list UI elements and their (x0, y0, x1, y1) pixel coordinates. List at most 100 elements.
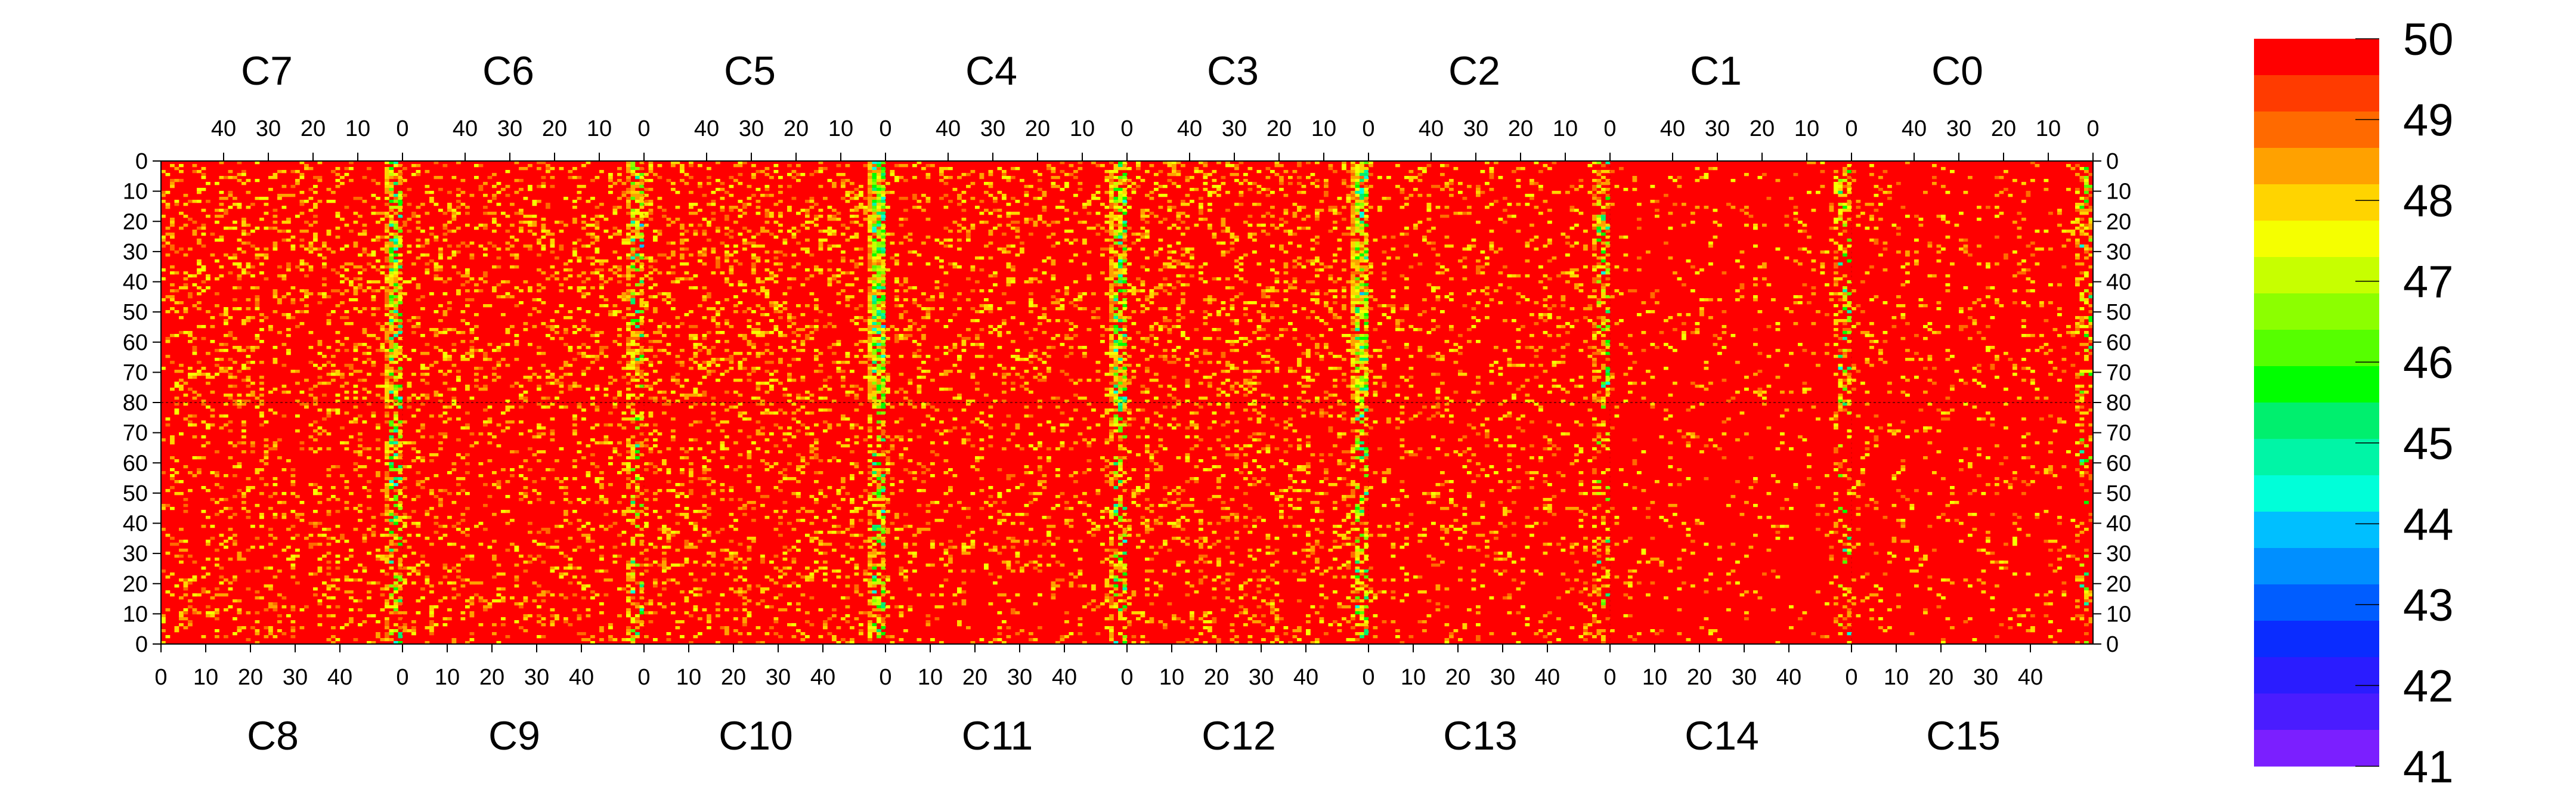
heatmap-cell (541, 286, 546, 290)
heatmap-cell (854, 322, 859, 326)
heatmap-cell (698, 343, 702, 346)
heatmap-cell (845, 295, 850, 299)
heatmap-cell (859, 185, 863, 188)
heatmap-cell (273, 358, 278, 361)
heatmap-cell (586, 474, 591, 478)
heatmap-cell (326, 513, 332, 516)
heatmap-cell (385, 441, 389, 445)
heatmap-cell (675, 280, 680, 284)
heatmap-cell (644, 256, 649, 260)
heatmap-cell (689, 447, 693, 451)
heatmap-cell (711, 191, 716, 194)
heatmap-cell (724, 259, 729, 263)
heatmap-cell (528, 188, 532, 191)
heatmap-cell (188, 295, 193, 299)
heatmap-cell (881, 438, 886, 442)
heatmap-cell (626, 510, 631, 513)
heatmap-cell (818, 492, 823, 496)
heatmap-cell (255, 504, 260, 507)
heatmap-cell (711, 397, 716, 400)
heatmap-cell (394, 334, 398, 338)
heatmap-cell (233, 176, 237, 179)
heatmap-cell (630, 638, 636, 642)
heatmap-cell (621, 462, 627, 466)
heatmap-cell (224, 176, 228, 179)
heatmap-cell (215, 182, 219, 185)
heatmap-cell (478, 623, 484, 627)
heatmap-cell (729, 325, 734, 329)
heatmap-cell (572, 432, 577, 436)
heatmap-cell (751, 164, 756, 168)
heatmap-cell (872, 370, 877, 373)
heatmap-cell (344, 447, 349, 451)
heatmap-cell (639, 572, 645, 576)
heatmap-cell (411, 620, 416, 624)
heatmap-cell (859, 388, 863, 391)
heatmap-cell (317, 161, 323, 165)
heatmap-cell (599, 331, 604, 335)
heatmap-cell (680, 513, 685, 516)
heatmap-cell (733, 244, 738, 248)
heatmap-cell (630, 468, 636, 472)
heatmap-cell (760, 352, 765, 355)
heatmap-cell (639, 316, 645, 320)
heatmap-cell (541, 593, 546, 597)
heatmap-cell (326, 361, 332, 364)
heatmap-cell (183, 540, 188, 543)
heatmap-cell (246, 367, 251, 370)
heatmap-cell (358, 453, 363, 457)
heatmap-cell (778, 382, 783, 385)
heatmap-cell (756, 328, 761, 332)
heatmap-cell (469, 432, 475, 436)
heatmap-cell (707, 477, 711, 481)
heatmap-cell (197, 286, 202, 290)
heatmap-cell (376, 280, 380, 284)
heatmap-cell (201, 456, 206, 460)
heatmap-cell (814, 498, 819, 501)
heatmap-cell (639, 492, 645, 496)
heatmap-cell (881, 510, 886, 513)
heatmap-cell (456, 161, 461, 165)
heatmap-cell (201, 510, 206, 513)
heatmap-cell (626, 313, 631, 317)
heatmap-cell (170, 507, 175, 510)
heatmap-cell (630, 352, 636, 355)
heatmap-cell (385, 391, 389, 394)
heatmap-cell (818, 352, 823, 355)
heatmap-cell (859, 224, 863, 227)
heatmap-cell (394, 247, 398, 251)
heatmap-cell (832, 185, 837, 188)
heatmap-cell (568, 373, 573, 376)
heatmap-cell (841, 361, 846, 364)
heatmap-cell (693, 352, 698, 355)
heatmap-cell (814, 531, 819, 534)
heatmap-cell (322, 265, 327, 269)
heatmap-cell (764, 259, 770, 263)
heatmap-cell (385, 334, 389, 338)
heatmap-cell (385, 167, 389, 171)
heatmap-cell (590, 635, 595, 639)
heatmap-cell (402, 513, 407, 516)
heatmap-cell (581, 575, 586, 579)
heatmap-cell (398, 289, 403, 293)
heatmap-cell (850, 450, 854, 454)
heatmap-cell (666, 224, 671, 227)
heatmap-cell (877, 319, 881, 323)
heatmap-cell (751, 507, 756, 510)
heatmap-cell (671, 435, 676, 439)
heatmap-cell (389, 206, 394, 209)
heatmap-cell (398, 528, 403, 531)
heatmap-cell (255, 286, 260, 290)
heatmap-cell (742, 334, 747, 338)
heatmap-cell (416, 495, 421, 499)
heatmap-cell (335, 587, 340, 591)
heatmap-cell (868, 352, 872, 355)
heatmap-cell (877, 379, 881, 382)
heatmap-cell (635, 632, 640, 636)
heatmap-cell (872, 224, 877, 227)
heatmap-cell (626, 164, 631, 168)
heatmap-cell (586, 388, 591, 391)
heatmap-cell (465, 289, 470, 293)
heatmap-cell (317, 501, 323, 504)
heatmap-cell (215, 635, 219, 639)
